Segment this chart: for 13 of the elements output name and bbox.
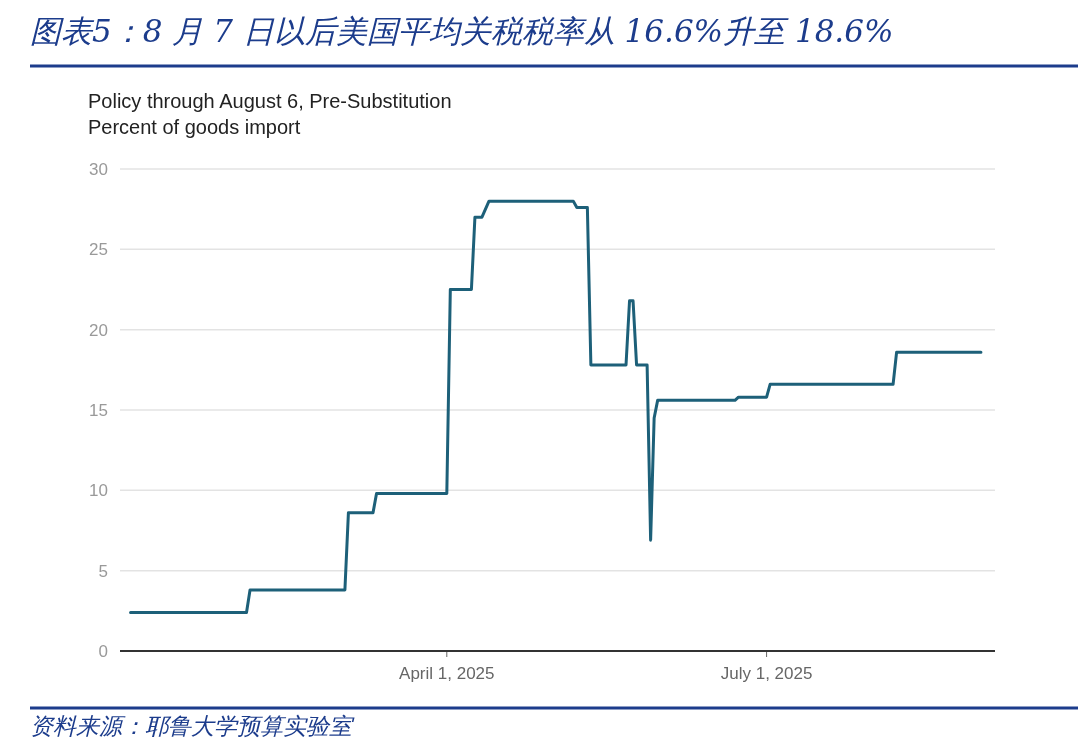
x-tick-label: April 1, 2025 [399,664,495,683]
y-tick-label: 30 [89,160,108,179]
y-tick-label: 5 [98,561,108,581]
title: 图表5：8 月 7 日以后美国平均关税税率从 16.6%升至 18.6% [30,13,894,49]
y-axis-title: Percent of goods import [88,116,301,138]
y-tick-label: 25 [89,240,108,260]
chart-subtitle: Policy through August 6, Pre-Substitution [88,90,452,112]
y-tick-label: 10 [89,481,108,501]
x-tick-label: July 1, 2025 [720,664,813,683]
y-tick-label: 0 [98,642,108,661]
text: 资料来源：耶鲁大学预算实验室 [30,713,355,739]
y-tick-label: 20 [89,320,108,340]
y-tick-label: 15 [89,401,108,420]
